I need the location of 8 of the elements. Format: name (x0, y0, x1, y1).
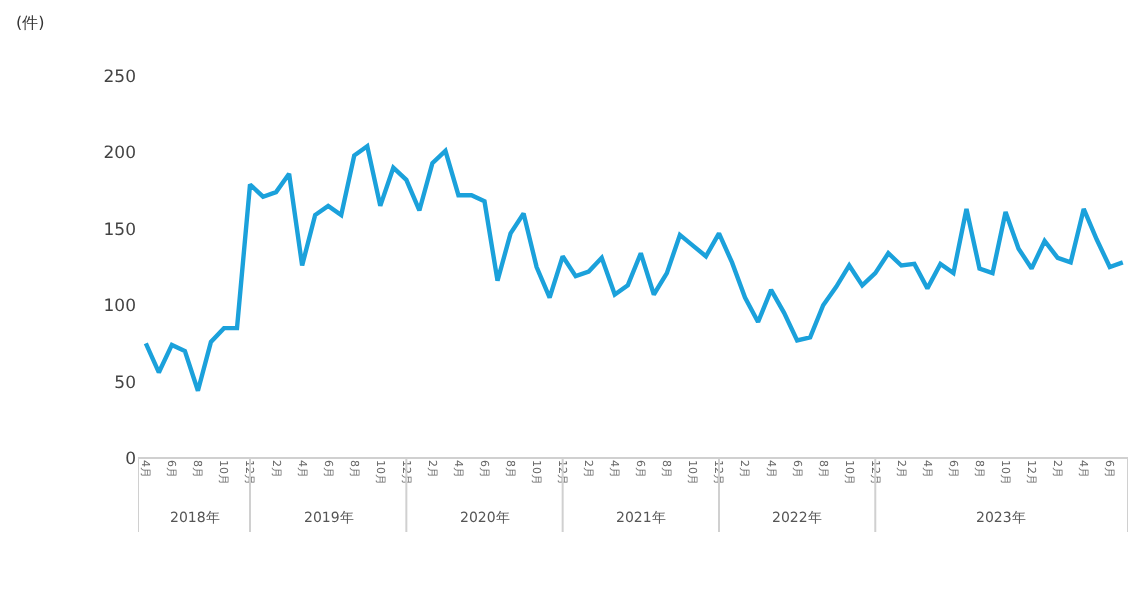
y-tick-label: 150 (103, 220, 136, 241)
y-tick-label: 250 (103, 67, 136, 88)
y-tick-label: 0 (125, 449, 136, 470)
y-tick-label: 50 (114, 373, 136, 394)
y-tick-label: 200 (103, 144, 136, 165)
line-series (143, 144, 1125, 393)
y-tick-label: 100 (103, 297, 136, 318)
y-axis-title: (件) (16, 14, 45, 32)
